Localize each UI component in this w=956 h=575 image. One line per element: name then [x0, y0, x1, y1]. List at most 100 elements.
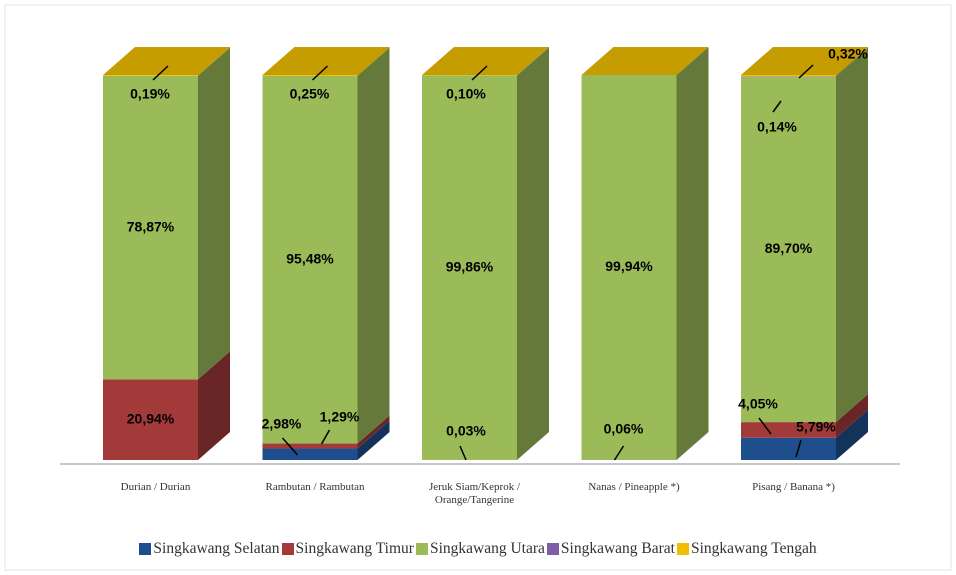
- legend: Singkawang Selatan Singkawang Timur Singka…: [0, 540, 956, 558]
- bar-side: [836, 47, 868, 77]
- bar-top: [422, 47, 549, 76]
- bar-segment: [422, 47, 549, 76]
- x-tick-label: Durian / Durian: [120, 481, 191, 493]
- bar-side: [198, 47, 230, 76]
- leader-line: [772, 100, 782, 113]
- bar-side: [836, 48, 868, 423]
- data-label: 0,32%: [828, 46, 868, 62]
- legend-swatch: [676, 543, 689, 555]
- bar-side: [676, 431, 709, 460]
- leader-line: [281, 437, 299, 456]
- bar-segment: [422, 431, 549, 460]
- leader-line: [320, 429, 331, 445]
- legend-item: Singkawang Utara: [415, 540, 545, 558]
- bar-front: [103, 379, 198, 460]
- bar-side: [357, 420, 390, 460]
- x-tick-label: Rambutan / Rambutan: [265, 481, 365, 493]
- legend-label: Singkawang Selatan: [153, 540, 280, 557]
- data-label: 0,14%: [757, 119, 797, 135]
- leader-line: [613, 445, 625, 461]
- legend-swatch: [281, 543, 294, 555]
- bar-segment: [262, 415, 390, 449]
- leader-line: [311, 65, 329, 81]
- bar-front: [262, 75, 358, 76]
- bar-front: [103, 75, 198, 76]
- data-label: 78,87%: [127, 218, 175, 234]
- bar-side: [836, 48, 868, 77]
- bar-segment: [741, 47, 868, 77]
- bar-segment: [262, 47, 390, 444]
- x-tick-label: Jeruk Siam/Keprok / Orange/Tangerine: [428, 481, 521, 506]
- leader-line: [795, 439, 802, 458]
- bar-side: [357, 47, 390, 76]
- bar-segment: [422, 47, 549, 460]
- bar-side: [357, 47, 390, 444]
- bar-side: [836, 394, 868, 438]
- data-label: 5,79%: [796, 419, 836, 435]
- bar-segment: [262, 47, 390, 76]
- bar-front: [741, 76, 836, 423]
- bar-side: [517, 47, 549, 76]
- bar-side: [198, 351, 230, 460]
- bar-segment: [103, 47, 230, 76]
- x-tick-label: Nanas / Pineapple *): [588, 481, 680, 493]
- bar-top: [741, 47, 868, 75]
- bar-side: [676, 47, 709, 460]
- leader-line: [459, 445, 467, 461]
- bar-side: [836, 409, 868, 460]
- bar-front: [262, 448, 358, 460]
- data-label: 89,70%: [765, 240, 813, 256]
- bar-front: [422, 75, 517, 460]
- data-label: 99,86%: [446, 258, 494, 274]
- bar-segment: [581, 47, 709, 460]
- data-label: 2,98%: [262, 416, 302, 432]
- leader-line: [152, 65, 169, 81]
- legend-swatch: [139, 543, 152, 555]
- bar-top: [581, 47, 709, 75]
- bar-top: [262, 47, 390, 75]
- bar-side: [517, 47, 549, 460]
- bar-top: [103, 47, 230, 75]
- bar-side: [517, 431, 549, 460]
- bar-segment: [741, 409, 868, 460]
- bar-segment: [741, 48, 868, 423]
- legend-item: Singkawang Barat: [546, 540, 675, 558]
- leader-line: [798, 64, 814, 79]
- legend-item: Singkawang Selatan: [139, 540, 280, 558]
- bar-segment: [581, 431, 709, 460]
- data-label: 20,94%: [127, 410, 175, 426]
- data-label: 1,29%: [320, 409, 360, 425]
- data-label: 0,19%: [130, 86, 170, 102]
- data-label: 0,10%: [446, 86, 486, 102]
- legend-item: Singkawang Tengah: [676, 540, 817, 558]
- bar-segment: [262, 420, 390, 460]
- bar-front: [262, 75, 358, 444]
- bar-segment: [741, 48, 868, 77]
- legend-item: Singkawang Timur: [281, 540, 414, 558]
- bar-side: [198, 47, 230, 380]
- legend-label: Singkawang Timur: [295, 540, 414, 557]
- bar-segment: [103, 47, 230, 380]
- x-tick-label: Pisang / Banana *): [752, 481, 835, 493]
- bar-segment: [103, 351, 230, 460]
- data-label: 0,06%: [604, 421, 644, 437]
- leader-line: [471, 65, 488, 81]
- bar-front: [741, 76, 836, 77]
- legend-swatch: [415, 543, 428, 555]
- bar-front: [262, 443, 358, 449]
- legend-label: Singkawang Utara: [429, 540, 545, 557]
- data-label: 95,48%: [286, 250, 334, 266]
- data-label: 4,05%: [738, 396, 778, 412]
- leader-line: [758, 417, 772, 435]
- legend-label: Singkawang Tengah: [690, 540, 817, 557]
- frame: [4, 4, 952, 571]
- bar-front: [581, 75, 677, 460]
- bar-front: [741, 437, 836, 460]
- data-label: 99,94%: [605, 258, 653, 274]
- data-label: 0,25%: [290, 86, 330, 102]
- bar-front: [103, 75, 198, 380]
- bar-front: [741, 75, 836, 77]
- legend-swatch: [546, 543, 559, 555]
